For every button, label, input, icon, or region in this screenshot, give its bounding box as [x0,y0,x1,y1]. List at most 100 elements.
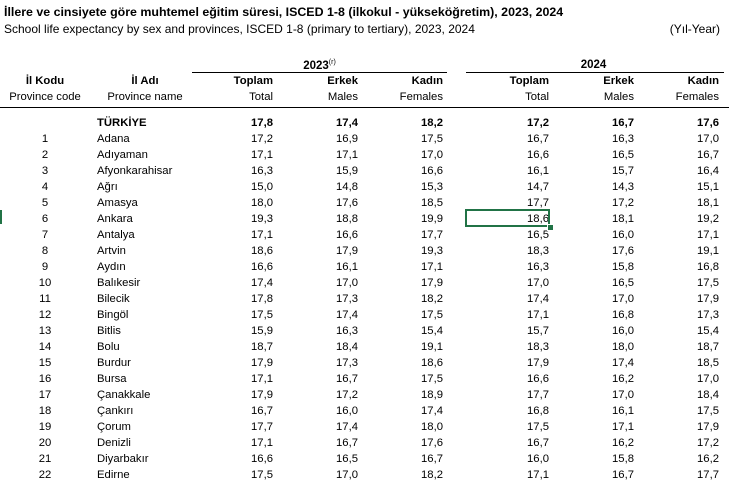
value-cell[interactable]: 16,5 [527,229,549,241]
value-cell[interactable]: 17,9 [421,277,443,289]
province-code-cell[interactable]: 6 [41,213,49,225]
value-cell[interactable]: 16,7 [612,117,634,129]
value-cell[interactable]: 17,2 [612,197,634,209]
province-name-cell[interactable]: Aydın [97,261,126,273]
value-cell[interactable]: 17,0 [421,149,443,161]
province-name-cell[interactable]: Çankırı [97,405,134,417]
value-cell[interactable]: 14,8 [336,181,358,193]
value-cell[interactable]: 17,2 [251,133,273,145]
value-cell[interactable]: 16,6 [527,373,549,385]
value-cell[interactable]: 17,0 [612,389,634,401]
province-name-cell[interactable]: Afyonkarahisar [97,165,173,177]
province-code-cell[interactable]: 9 [41,261,49,273]
province-name-cell[interactable]: Çorum [97,421,131,433]
value-cell[interactable]: 17,7 [527,389,549,401]
province-code-cell[interactable]: 8 [41,245,49,257]
value-cell[interactable]: 17,5 [421,373,443,385]
value-cell[interactable]: 16,3 [527,261,549,273]
value-cell[interactable]: 16,7 [336,373,358,385]
province-name-cell[interactable]: Adana [97,133,130,145]
value-cell[interactable]: 17,1 [336,149,358,161]
value-cell[interactable]: 16,5 [336,453,358,465]
value-cell[interactable]: 17,6 [697,117,719,129]
value-cell[interactable]: 16,3 [336,325,358,337]
value-cell[interactable]: 16,9 [336,133,358,145]
value-cell[interactable]: 17,1 [527,309,549,321]
province-name-cell[interactable]: Bingöl [97,309,129,321]
value-cell[interactable]: 16,1 [527,165,549,177]
value-cell[interactable]: 16,8 [612,309,634,321]
value-cell[interactable]: 18,2 [421,117,443,129]
province-name-cell[interactable]: Denizli [97,437,131,449]
value-cell[interactable]: 16,5 [612,149,634,161]
value-cell[interactable]: 17,6 [421,437,443,449]
province-name-cell[interactable]: Ağrı [97,181,118,193]
value-cell[interactable]: 16,0 [336,405,358,417]
value-cell[interactable]: 19,9 [421,213,443,225]
selected-cell[interactable] [465,209,550,227]
value-cell[interactable]: 17,2 [336,389,358,401]
value-cell[interactable]: 15,8 [612,261,634,273]
province-name-cell[interactable]: Adıyaman [97,149,148,161]
value-cell[interactable]: 17,4 [612,357,634,369]
province-code-cell[interactable]: 21 [38,453,52,465]
province-code-cell[interactable]: 1 [41,133,49,145]
value-cell[interactable]: 17,4 [336,421,358,433]
value-cell[interactable]: 17,6 [336,197,358,209]
value-cell[interactable]: 17,4 [421,405,443,417]
value-cell[interactable]: 17,0 [612,293,634,305]
value-cell[interactable]: 17,1 [251,437,273,449]
value-cell[interactable]: 17,5 [527,421,549,433]
value-cell[interactable]: 15,8 [612,453,634,465]
province-code-cell[interactable]: 4 [41,181,49,193]
value-cell[interactable]: 17,6 [612,245,634,257]
value-cell[interactable]: 16,7 [251,405,273,417]
value-cell[interactable]: 17,4 [336,309,358,321]
province-code-cell[interactable]: 20 [38,437,52,449]
value-cell[interactable]: 17,7 [251,421,273,433]
value-cell[interactable]: 17,9 [527,357,549,369]
value-cell[interactable]: 17,1 [251,229,273,241]
value-cell[interactable]: 16,2 [612,437,634,449]
value-cell[interactable]: 18,4 [697,389,719,401]
province-code-cell[interactable]: 19 [38,421,52,433]
value-cell[interactable]: 16,8 [697,261,719,273]
value-cell[interactable]: 16,3 [251,165,273,177]
province-name-cell[interactable]: Bursa [97,373,127,385]
value-cell[interactable]: 18,6 [251,245,273,257]
province-code-cell[interactable]: 11 [39,293,51,305]
value-cell[interactable]: 16,0 [612,229,634,241]
fill-handle[interactable] [547,224,554,231]
province-code-cell[interactable]: 3 [41,165,49,177]
value-cell[interactable]: 17,1 [251,149,273,161]
province-code-cell[interactable]: 14 [38,341,52,353]
value-cell[interactable]: 17,1 [697,229,719,241]
value-cell[interactable]: 14,7 [527,181,549,193]
value-cell[interactable]: 15,4 [421,325,443,337]
value-cell[interactable]: 17,4 [527,293,549,305]
value-cell[interactable]: 16,5 [612,277,634,289]
province-name-cell[interactable]: Balıkesir [97,277,141,289]
value-cell[interactable]: 18,0 [421,421,443,433]
value-cell[interactable]: 16,2 [612,373,634,385]
value-cell[interactable]: 18,0 [251,197,273,209]
value-cell[interactable]: 15,0 [251,181,273,193]
value-cell[interactable]: 17,5 [697,405,719,417]
value-cell[interactable]: 17,9 [251,357,273,369]
value-cell[interactable]: 17,1 [527,469,549,481]
value-cell[interactable]: 18,3 [527,245,549,257]
value-cell[interactable]: 18,6 [527,213,549,225]
province-name-cell[interactable]: Antalya [97,229,135,241]
value-cell[interactable]: 15,9 [336,165,358,177]
value-cell[interactable]: 17,1 [421,261,443,273]
province-code-cell[interactable]: 15 [38,357,52,369]
value-cell[interactable]: 16,7 [527,133,549,145]
value-cell[interactable]: 16,1 [336,261,358,273]
value-cell[interactable]: 17,3 [336,357,358,369]
value-cell[interactable]: 15,1 [697,181,719,193]
province-name-cell[interactable]: Artvin [97,245,126,257]
value-cell[interactable]: 18,8 [336,213,358,225]
value-cell[interactable]: 17,3 [336,293,358,305]
value-cell[interactable]: 16,1 [612,405,634,417]
value-cell[interactable]: 17,0 [527,277,549,289]
